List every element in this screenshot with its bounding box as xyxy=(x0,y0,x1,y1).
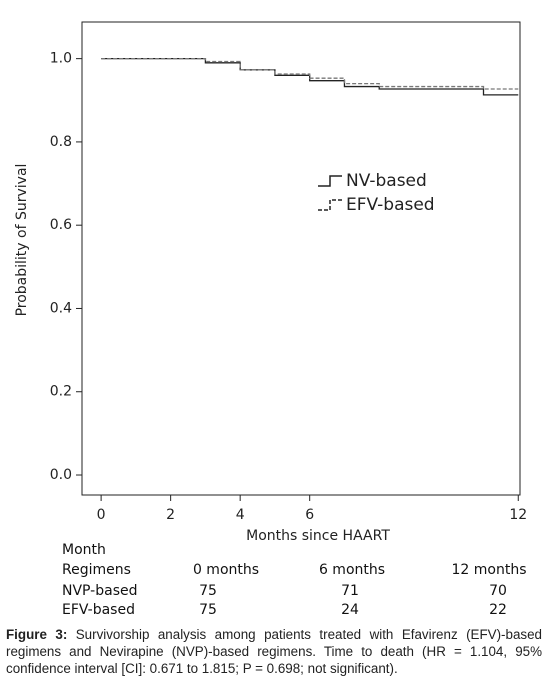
y-tick-label: 0.6 xyxy=(50,217,72,233)
caption-label: Figure 3: xyxy=(6,627,68,642)
table-header: Month xyxy=(62,542,106,558)
y-tick-label: 1.0 xyxy=(50,51,72,67)
legend-symbol xyxy=(318,199,342,211)
y-axis-label: Probability of Survival xyxy=(14,164,30,317)
table-cell: 24 xyxy=(341,602,359,618)
table-cell: 70 xyxy=(489,583,507,599)
table-cell: 22 xyxy=(489,602,507,618)
caption: Figure 3: Survivorship analysis among pa… xyxy=(6,626,542,677)
x-tick-label: 6 xyxy=(305,507,314,523)
x-axis-label: Months since HAART xyxy=(246,528,390,540)
table-column: 6 months xyxy=(318,562,386,578)
y-tick-label: 0.0 xyxy=(50,467,72,483)
y-tick-label: 0.2 xyxy=(50,384,72,400)
chart: Months since HAART Probability of Surviv… xyxy=(14,21,527,540)
x-tick-label: 4 xyxy=(236,507,245,523)
x-tick-label: 12 xyxy=(509,507,527,523)
y-tick-label: 0.4 xyxy=(50,300,72,316)
table-column: 0 months xyxy=(192,562,260,578)
caption-text: Survivorship analysis among patients tre… xyxy=(6,627,542,676)
survival-curve xyxy=(101,57,519,96)
x-tick-label: 2 xyxy=(166,507,175,523)
legend-symbol xyxy=(318,175,342,187)
y-tick-label: 0.8 xyxy=(50,134,72,150)
table-cell: EFV-based xyxy=(62,602,135,618)
x-tick-label: 0 xyxy=(97,507,106,523)
table-cell: 75 xyxy=(199,602,217,618)
legend-label: NV-based xyxy=(346,171,427,191)
survival-curve xyxy=(101,57,519,90)
table-header: Regimens xyxy=(62,562,131,578)
table-cell: 75 xyxy=(199,583,217,599)
table-column: 12 months xyxy=(451,562,527,578)
table-cell: NVP-based xyxy=(62,583,138,599)
plot-frame xyxy=(81,21,521,496)
table-cell: 71 xyxy=(341,583,359,599)
legend-label: EFV-based xyxy=(346,195,435,215)
